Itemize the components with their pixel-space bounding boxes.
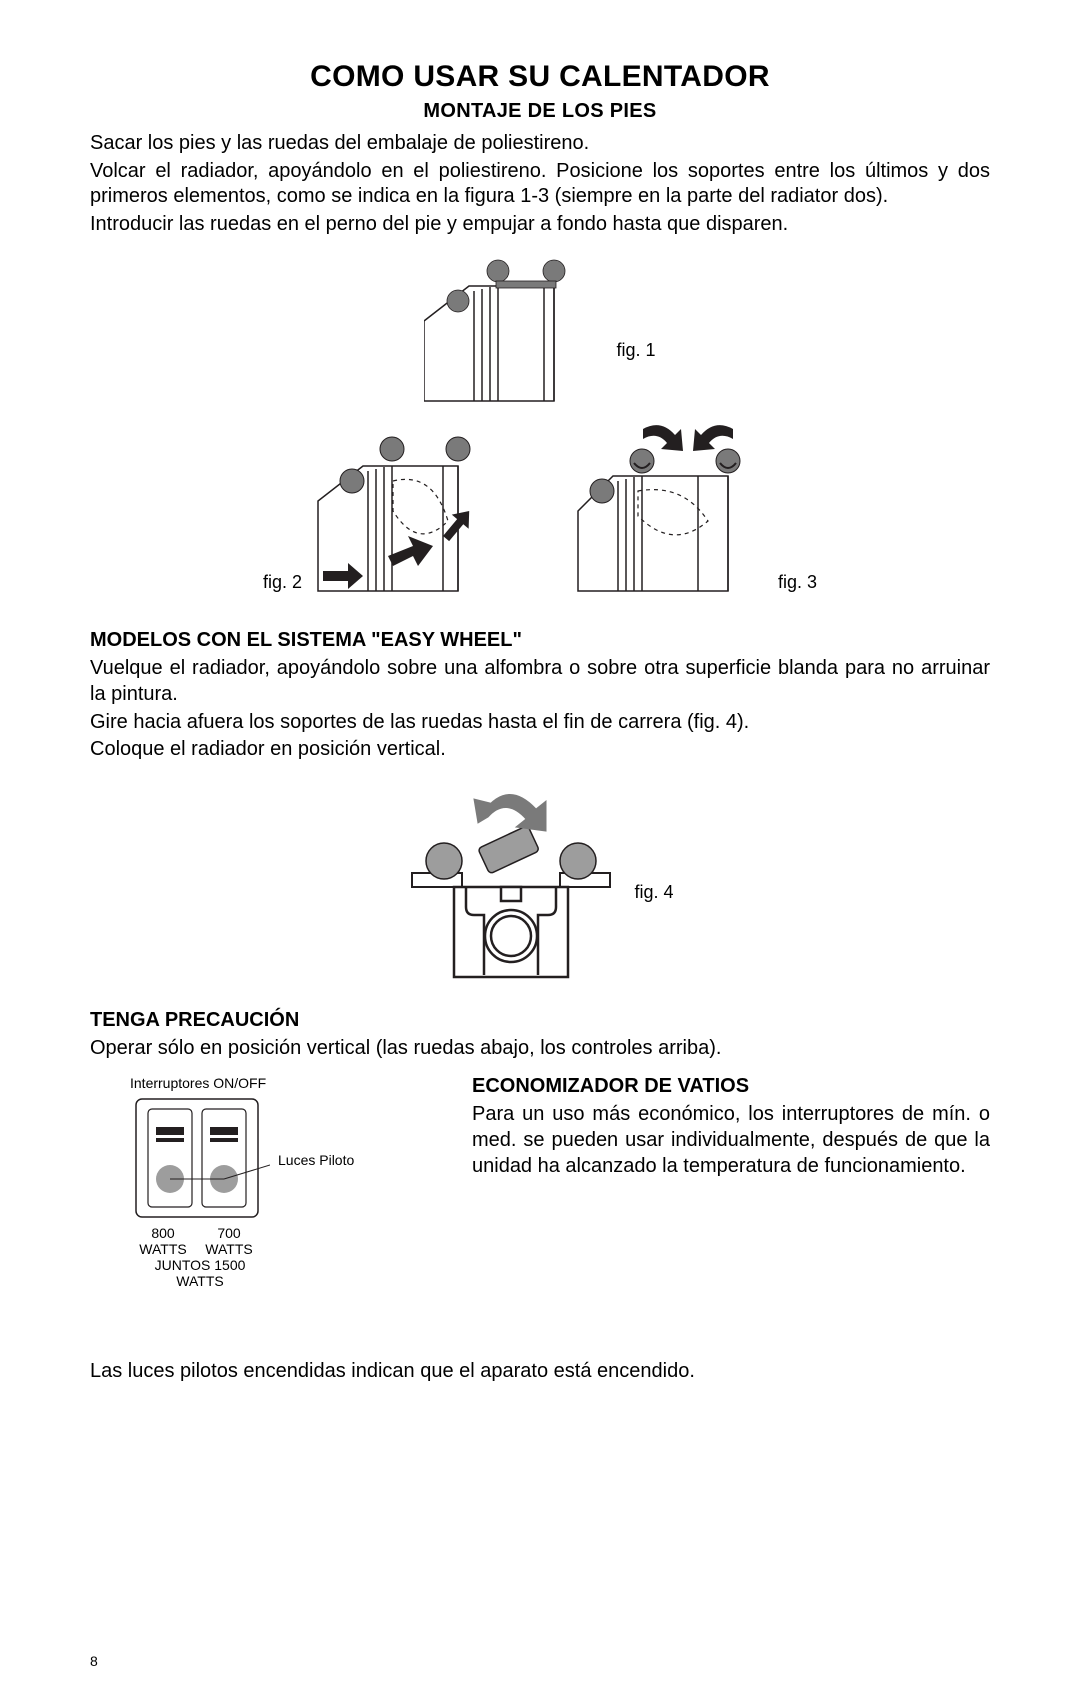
- watt-label-2: WATTS: [205, 1241, 252, 1257]
- figures-1-3: fig. 1 fig. 2: [90, 251, 990, 601]
- intro-para-2: Volcar el radiador, apoyándolo en el pol…: [90, 159, 990, 210]
- fig1-caption: fig. 1: [616, 340, 655, 361]
- figure-1-illustration: [424, 251, 604, 411]
- fig3-caption: fig. 3: [778, 572, 817, 593]
- easy-para-1: Vuelque el radiador, apoyándolo sobre un…: [90, 656, 990, 707]
- watt-total: JUNTOS 1500 WATTS: [130, 1257, 270, 1289]
- fig2-caption: fig. 2: [263, 572, 302, 593]
- switch-top-label: Interruptores ON/OFF: [130, 1075, 430, 1091]
- econ-heading: ECONOMIZADOR DE VATIOS: [472, 1075, 990, 1098]
- pilot-lights-label: Luces Piloto: [278, 1152, 354, 1168]
- page-number: 8: [90, 1653, 98, 1669]
- figure-4-illustration: [406, 781, 616, 981]
- caution-heading: TENGA PRECAUCIÓN: [90, 1009, 990, 1032]
- figure-3-illustration: [568, 421, 768, 601]
- caution-para: Operar sólo en posición vertical (las ru…: [90, 1036, 990, 1062]
- easy-para-2: Gire hacia afuera los soportes de las ru…: [90, 710, 990, 736]
- intro-para-3: Introducir las ruedas en el perno del pi…: [90, 212, 990, 238]
- watt-700: 700: [217, 1225, 240, 1241]
- page-title: COMO USAR SU CALENTADOR: [90, 60, 990, 94]
- watt-800: 800: [151, 1225, 174, 1241]
- pilot-note: Las luces pilotos encendidas indican que…: [90, 1359, 990, 1385]
- intro-para-1: Sacar los pies y las ruedas del embalaje…: [90, 131, 990, 157]
- fig4-caption: fig. 4: [634, 882, 673, 903]
- watt-label-1: WATTS: [139, 1241, 186, 1257]
- switch-panel-illustration: [130, 1095, 270, 1225]
- switch-diagram-block: Interruptores ON/OFF: [90, 1075, 430, 1289]
- easy-wheel-heading: MODELOS CON EL SISTEMA "EASY WHEEL": [90, 629, 990, 652]
- subtitle-montaje: MONTAJE DE LOS PIES: [90, 100, 990, 123]
- figure-2-illustration: [308, 421, 508, 601]
- easy-para-3: Coloque el radiador en posición vertical…: [90, 737, 990, 763]
- econ-para: Para un uso más económico, los interrupt…: [472, 1102, 990, 1179]
